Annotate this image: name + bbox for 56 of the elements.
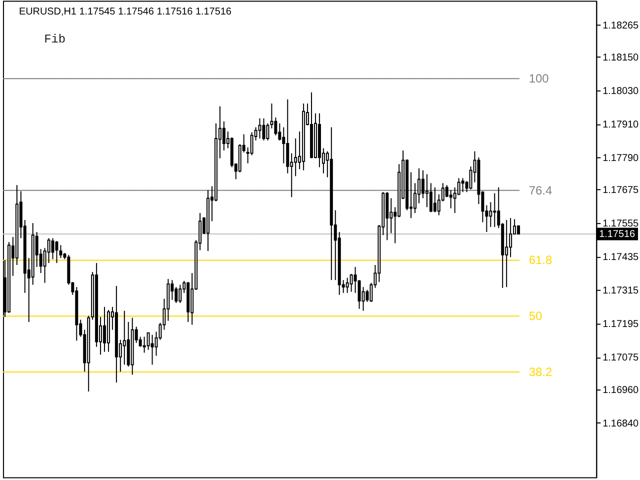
candlestick: [47, 238, 50, 264]
candlestick: [178, 284, 182, 304]
candlestick: [258, 118, 262, 139]
candlestick: [274, 117, 278, 136]
y-tick-label: 1.16960: [602, 384, 640, 396]
annotation: 38.2: [528, 364, 552, 379]
candlestick: [493, 192, 496, 228]
annotation: 100: [528, 72, 550, 86]
candlestick: [421, 170, 424, 199]
candlestick: [59, 244, 62, 258]
candlestick: [266, 122, 270, 141]
candlestick: [346, 277, 349, 294]
y-tick-label: 1.17075: [602, 352, 640, 364]
annotation: 61.8: [528, 253, 552, 268]
y-tick-label: 1.18265: [602, 20, 640, 32]
candlestick: [282, 126, 286, 164]
candlestick: [425, 174, 428, 208]
candlestick: [489, 202, 492, 228]
candlestick: [286, 98, 290, 174]
candlestick: [142, 336, 146, 354]
y-tick-label: 1.17555: [602, 218, 640, 230]
candlestick: [505, 220, 508, 288]
candlestick: [278, 122, 282, 141]
y-tick-label: 1.18030: [602, 86, 640, 97]
y-tick-label: 1.16840: [602, 418, 640, 430]
candlestick: [174, 286, 178, 304]
candlestick: [445, 184, 448, 198]
y-tick-label: 1.18150: [602, 52, 640, 64]
candlestick: [449, 190, 452, 209]
candlestick: [55, 240, 58, 264]
candlestick: [457, 178, 460, 196]
candlestick: [461, 178, 464, 193]
text: EURUSD,H1 1.17545 1.17546 1.17516 1.17516: [18, 6, 232, 18]
candlestick: [103, 306, 106, 352]
candlestick: [262, 118, 266, 141]
candlestick: [150, 334, 154, 366]
y-tick-label: 1.17195: [602, 319, 640, 330]
candlestick: [250, 132, 254, 156]
y-tick-label: 1.17675: [602, 185, 640, 196]
candlestick: [294, 138, 298, 177]
y-tick-label: 1.17315: [602, 286, 640, 297]
candlestick: [350, 273, 353, 292]
candlestick: [509, 218, 512, 258]
annotation: 76.4: [528, 183, 552, 198]
candlestick: [429, 182, 432, 213]
annotation: 50: [528, 309, 543, 324]
y-tick-label: 1.17910: [602, 119, 640, 130]
candlestick: [222, 120, 226, 151]
y-tick-label: 1.17435: [602, 252, 640, 264]
candlestick: [433, 186, 436, 213]
ref-line-label: 1.17516: [599, 228, 636, 240]
candlestick: [414, 182, 417, 214]
candlestick: [146, 332, 150, 350]
annotation: Fib: [44, 32, 66, 47]
y-tick-label: 1.17790: [602, 152, 640, 164]
candlestick: [122, 310, 126, 366]
